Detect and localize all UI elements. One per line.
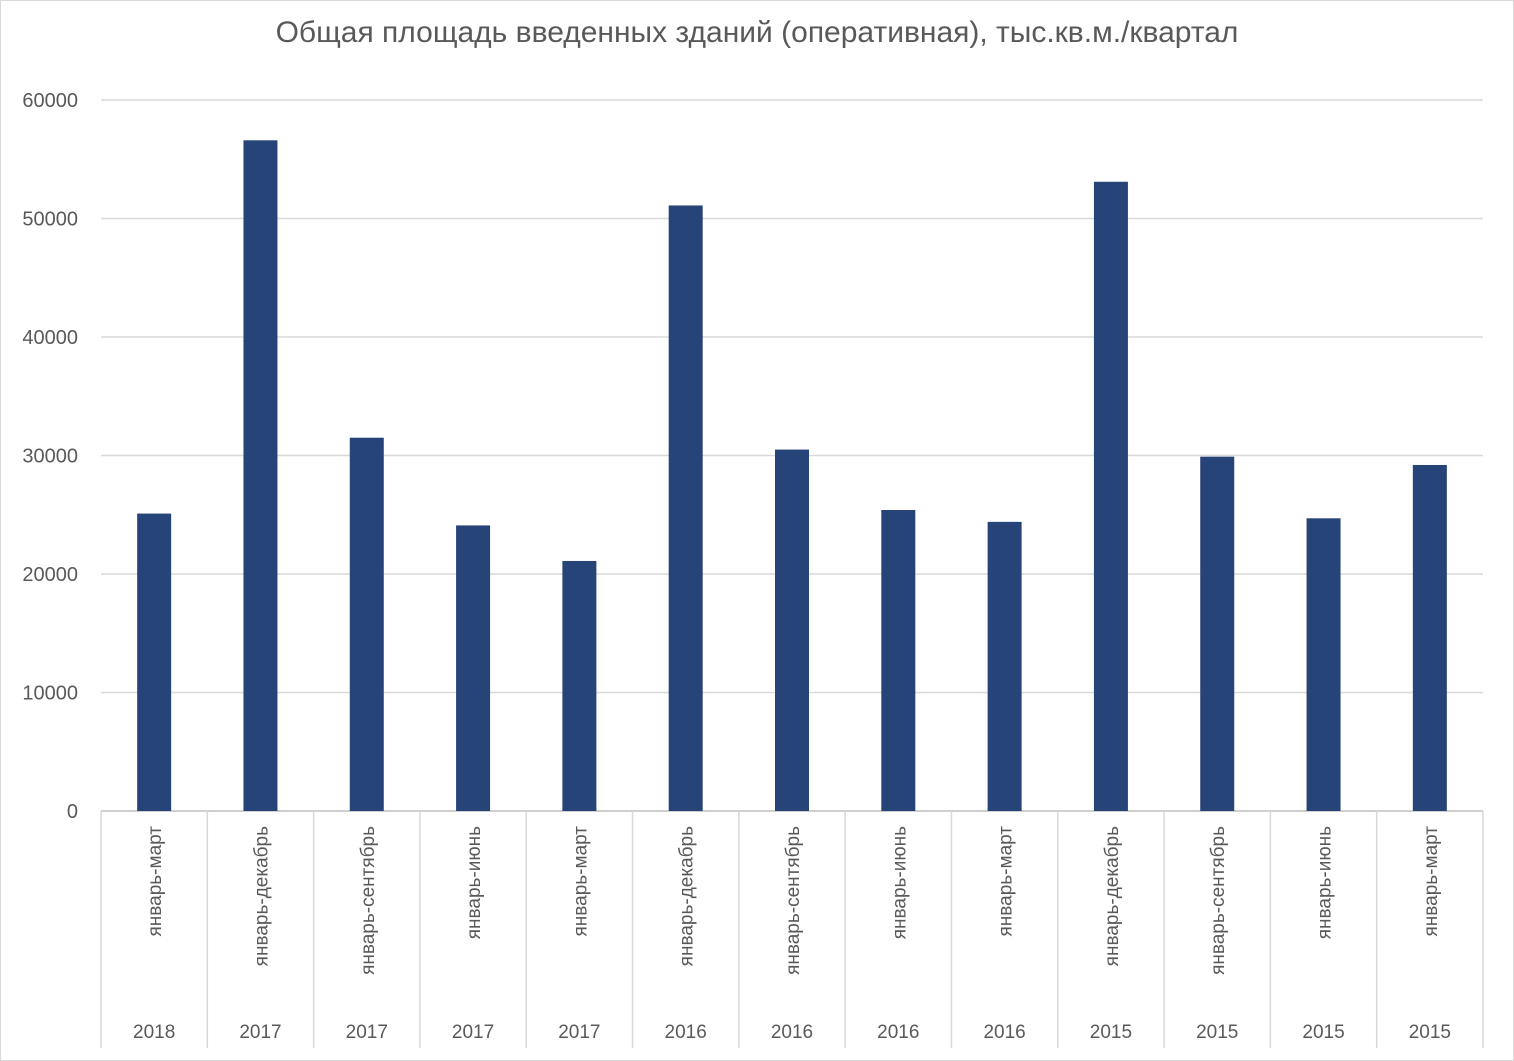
bar <box>1093 181 1128 811</box>
y-tick-label: 30000 <box>22 446 78 468</box>
x-category-label: январь-декабрь <box>1102 826 1123 966</box>
bar <box>987 521 1022 811</box>
bar <box>775 449 809 811</box>
x-category-label: январь-июнь <box>464 826 485 939</box>
x-category-label: январь-март <box>570 826 591 937</box>
chart-title: Общая площадь введенных зданий (оператив… <box>275 16 1239 49</box>
bar <box>137 513 172 811</box>
bar <box>881 510 916 811</box>
bar <box>668 205 703 812</box>
x-year-label: 2016 <box>983 1022 1025 1043</box>
x-year-label: 2017 <box>346 1022 388 1043</box>
bar <box>562 560 597 811</box>
x-category-label: январь-сентябрь <box>358 826 379 975</box>
x-category-label: январь-декабрь <box>677 826 698 966</box>
bar <box>243 140 278 812</box>
x-category-label: январь-март <box>145 826 166 937</box>
bar <box>456 525 491 811</box>
bar <box>1200 456 1235 811</box>
bar <box>1412 464 1447 811</box>
y-tick-label: 50000 <box>22 209 78 231</box>
x-category-label: январь-июнь <box>1315 826 1336 939</box>
x-year-label: 2015 <box>1409 1022 1451 1043</box>
y-tick-label: 20000 <box>22 564 78 586</box>
y-tick-label: 0 <box>67 801 78 823</box>
x-year-label: 2016 <box>665 1022 707 1043</box>
y-tick-label: 60000 <box>22 90 78 112</box>
x-category-label: январь-сентябрь <box>783 826 804 975</box>
bar <box>349 437 384 811</box>
x-category-label: январь-декабрь <box>251 826 272 966</box>
bar <box>1306 518 1341 811</box>
x-year-label: 2018 <box>133 1022 175 1043</box>
x-year-label: 2015 <box>1196 1022 1238 1043</box>
x-year-label: 2017 <box>452 1022 494 1043</box>
x-year-label: 2017 <box>558 1022 600 1043</box>
x-year-label: 2015 <box>1090 1022 1132 1043</box>
y-tick-label: 10000 <box>22 683 78 705</box>
x-year-label: 2015 <box>1302 1022 1344 1043</box>
x-category-label: январь-июнь <box>889 826 910 939</box>
x-year-label: 2016 <box>877 1022 919 1043</box>
x-category-label: январь-март <box>1421 826 1442 937</box>
x-category-label: январь-март <box>996 826 1017 937</box>
x-year-label: 2017 <box>239 1022 281 1043</box>
x-year-label: 2016 <box>771 1022 813 1043</box>
x-category-label: январь-сентябрь <box>1208 826 1229 975</box>
y-tick-label: 40000 <box>22 327 78 349</box>
